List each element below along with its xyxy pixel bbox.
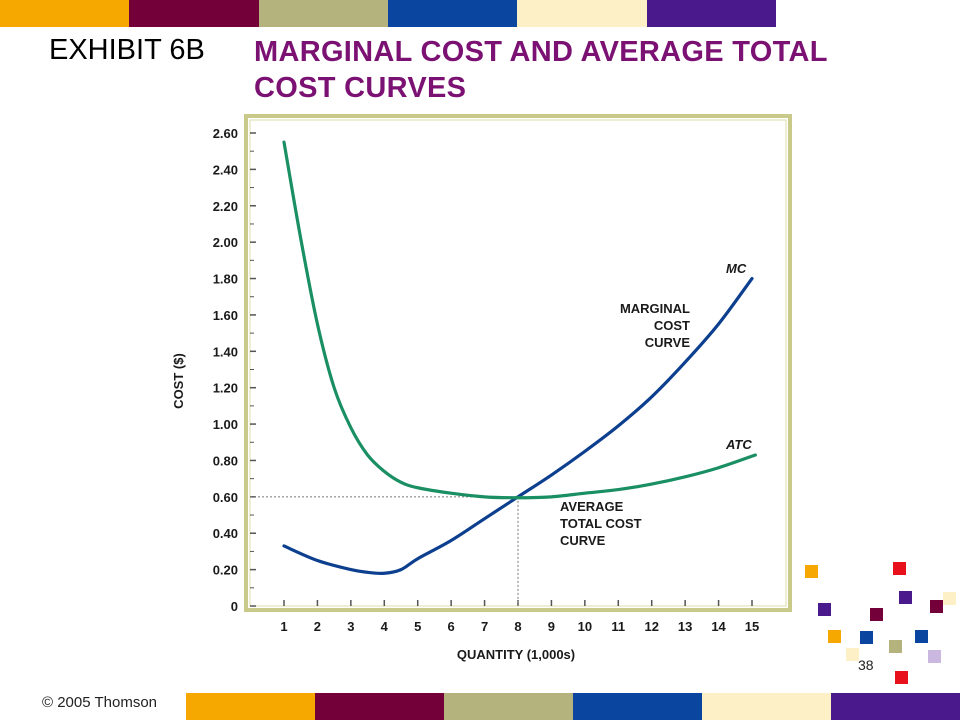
bottom-bar-segment <box>702 693 831 720</box>
y-tick-label: 1.80 <box>213 272 238 287</box>
series-line-atc <box>282 140 757 500</box>
top-bar-segment <box>258 0 388 27</box>
slide-number: 38 <box>858 657 874 673</box>
y-tick-label: 1.20 <box>213 381 238 396</box>
atc-desc-line3: CURVE <box>560 533 606 548</box>
x-axis-title: QUANTITY (1,000s) <box>457 647 575 662</box>
x-tick-label: 1 <box>280 619 287 634</box>
bottom-bar-segment <box>186 693 315 720</box>
decorative-square <box>930 600 943 613</box>
x-tick-label: 9 <box>548 619 555 634</box>
decorative-square <box>928 650 941 663</box>
chart-frame-outer <box>244 114 792 612</box>
atc-tag: ATC <box>725 437 752 452</box>
y-tick-label: 0.80 <box>213 453 238 468</box>
x-tick-label: 4 <box>381 619 389 634</box>
x-tick-label: 7 <box>481 619 488 634</box>
x-tick-label: 10 <box>578 619 592 634</box>
decorative-square <box>915 630 928 643</box>
y-tick-label: 2.20 <box>213 199 238 214</box>
top-bar-segment <box>0 0 130 27</box>
x-tick-label: 15 <box>745 619 759 634</box>
x-tick-label: 12 <box>644 619 658 634</box>
y-axis: 0 0.20 0.40 0.60 0.80 1.00 1.20 1.40 1.60 1.80 2.0… <box>213 126 256 614</box>
atc-desc-line2: TOTAL COST <box>560 516 642 531</box>
decorative-square <box>893 562 906 575</box>
decorative-square <box>889 640 902 653</box>
decorative-square <box>805 565 818 578</box>
reference-lines <box>250 496 519 606</box>
y-tick-label: 2.60 <box>213 126 238 141</box>
top-bar-segment <box>646 0 776 27</box>
decorative-square <box>818 603 831 616</box>
y-tick-label: 2.00 <box>213 235 238 250</box>
y-tick-label: 0.60 <box>213 490 238 505</box>
decorative-square <box>870 608 883 621</box>
mc-desc-line2: COST <box>654 318 690 333</box>
y-tick-label: 2.40 <box>213 162 238 177</box>
atc-desc-line1: AVERAGE <box>560 499 624 514</box>
x-tick-label: 14 <box>711 619 726 634</box>
copyright-text: © 2005 Thomson <box>42 694 158 711</box>
page-title: MARGINAL COST AND AVERAGE TOTAL COST CUR… <box>254 36 828 104</box>
y-tick-label: 1.00 <box>213 417 238 432</box>
x-tick-label: 13 <box>678 619 692 634</box>
x-axis: 1 2 3 4 5 6 7 8 9 10 11 12 13 14 15 <box>280 600 759 634</box>
series-layer <box>282 140 757 575</box>
y-tick-label: 1.40 <box>213 344 238 359</box>
decorative-square <box>899 591 912 604</box>
bottom-bar-segment <box>444 693 573 720</box>
decorative-square <box>860 631 873 644</box>
series-line-mc <box>282 276 754 575</box>
bottom-color-bar <box>186 693 960 720</box>
top-bar-segment <box>129 0 259 27</box>
x-tick-label: 11 <box>611 619 625 634</box>
decorative-square <box>828 630 841 643</box>
x-tick-label: 3 <box>347 619 354 634</box>
bottom-bar-segment <box>831 693 960 720</box>
mc-desc-line1: MARGINAL <box>620 301 690 316</box>
mc-desc-line3: CURVE <box>645 335 691 350</box>
decorative-square <box>846 648 859 661</box>
x-tick-label: 8 <box>514 619 521 634</box>
mc-tag: MC <box>726 261 747 276</box>
x-tick-label: 2 <box>314 619 321 634</box>
exhibit-label: EXHIBIT 6B <box>49 34 205 66</box>
x-tick-label: 6 <box>448 619 455 634</box>
bottom-bar-segment <box>315 693 444 720</box>
bottom-bar-segment <box>573 693 702 720</box>
top-bar-segment <box>517 0 647 27</box>
top-color-bar <box>0 0 776 27</box>
top-bar-segment <box>387 0 518 27</box>
decorative-square <box>895 671 908 684</box>
y-tick-label: 1.60 <box>213 308 238 323</box>
y-axis-title: COST ($) <box>171 353 186 409</box>
y-tick-label: 0.20 <box>213 563 238 578</box>
y-tick-label: 0 <box>231 599 238 614</box>
x-tick-label: 5 <box>414 619 421 634</box>
y-tick-label: 0.40 <box>213 526 238 541</box>
decorative-square <box>943 592 956 605</box>
